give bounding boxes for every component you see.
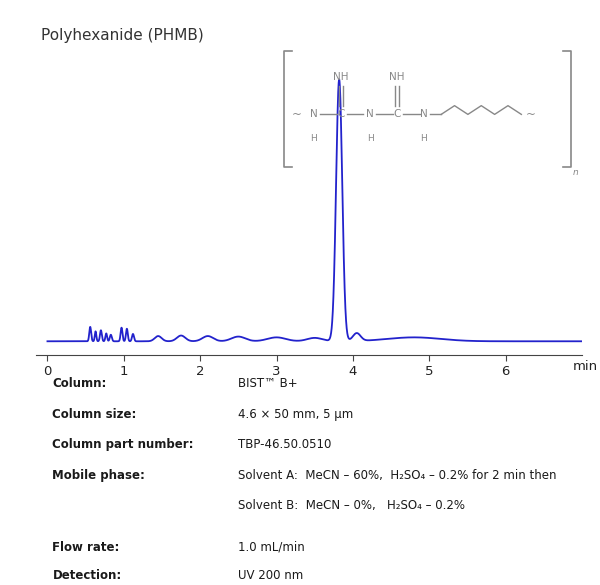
Text: Solvent B:  MeCN – 0%,   H₂SO₄ – 0.2%: Solvent B: MeCN – 0%, H₂SO₄ – 0.2%	[238, 499, 465, 512]
Text: Solvent A:  MeCN – 60%,  H₂SO₄ – 0.2% for 2 min then: Solvent A: MeCN – 60%, H₂SO₄ – 0.2% for …	[238, 469, 557, 481]
Text: min: min	[573, 360, 598, 373]
Text: Mobile phase:: Mobile phase:	[52, 469, 145, 481]
Text: Column:: Column:	[52, 377, 107, 390]
Text: 4.6 × 50 mm, 5 μm: 4.6 × 50 mm, 5 μm	[238, 408, 353, 421]
Text: Flow rate:: Flow rate:	[52, 541, 120, 553]
Text: 1.0 mL/min: 1.0 mL/min	[238, 541, 305, 553]
Text: Column size:: Column size:	[52, 408, 137, 421]
Text: Detection:: Detection:	[52, 569, 122, 582]
Text: Column part number:: Column part number:	[52, 438, 194, 451]
Text: Polyhexanide (PHMB): Polyhexanide (PHMB)	[41, 27, 204, 43]
Text: TBP-46.50.0510: TBP-46.50.0510	[238, 438, 331, 451]
Text: UV 200 nm: UV 200 nm	[238, 569, 303, 582]
Text: BIST™ B+: BIST™ B+	[238, 377, 298, 390]
